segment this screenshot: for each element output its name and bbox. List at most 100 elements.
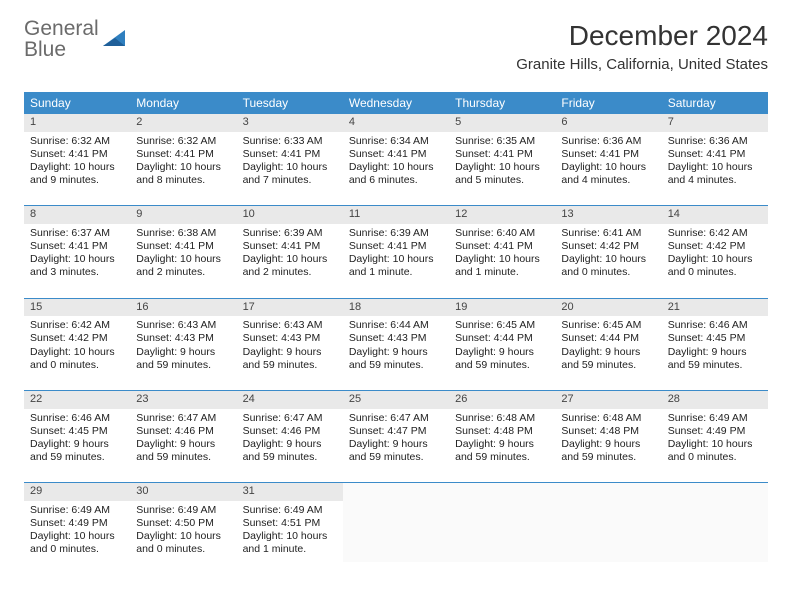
- sunrise: Sunrise: 6:44 AM: [349, 319, 443, 332]
- sunset: Sunset: 4:41 PM: [243, 148, 337, 161]
- day-header: Friday: [555, 92, 661, 114]
- day-cell: 2Sunrise: 6:32 AMSunset: 4:41 PMDaylight…: [130, 114, 236, 193]
- daylight: Daylight: 9 hours and 59 minutes.: [349, 438, 443, 464]
- daylight: Daylight: 10 hours and 4 minutes.: [668, 161, 762, 187]
- day-header: Saturday: [662, 92, 768, 114]
- sunset: Sunset: 4:45 PM: [30, 425, 124, 438]
- daylight: Daylight: 10 hours and 8 minutes.: [136, 161, 230, 187]
- sunrise: Sunrise: 6:49 AM: [30, 504, 124, 517]
- day-body: Sunrise: 6:39 AMSunset: 4:41 PMDaylight:…: [343, 224, 449, 286]
- day-number: 11: [343, 206, 449, 224]
- week-row: 15Sunrise: 6:42 AMSunset: 4:42 PMDayligh…: [24, 298, 768, 378]
- daylight: Daylight: 9 hours and 59 minutes.: [136, 346, 230, 372]
- daylight: Daylight: 9 hours and 59 minutes.: [243, 438, 337, 464]
- sunrise: Sunrise: 6:46 AM: [30, 412, 124, 425]
- sunset: Sunset: 4:41 PM: [30, 148, 124, 161]
- day-cell: 31Sunrise: 6:49 AMSunset: 4:51 PMDayligh…: [237, 483, 343, 562]
- day-cell: 28Sunrise: 6:49 AMSunset: 4:49 PMDayligh…: [662, 391, 768, 470]
- day-body: Sunrise: 6:47 AMSunset: 4:46 PMDaylight:…: [237, 409, 343, 471]
- day-number: 22: [24, 391, 130, 409]
- sunrise: Sunrise: 6:47 AM: [243, 412, 337, 425]
- daylight: Daylight: 9 hours and 59 minutes.: [561, 438, 655, 464]
- sunset: Sunset: 4:41 PM: [136, 240, 230, 253]
- day-number: 4: [343, 114, 449, 132]
- daylight: Daylight: 10 hours and 1 minute.: [243, 530, 337, 556]
- day-body: Sunrise: 6:46 AMSunset: 4:45 PMDaylight:…: [24, 409, 130, 471]
- day-number: 27: [555, 391, 661, 409]
- sunrise: Sunrise: 6:45 AM: [561, 319, 655, 332]
- daylight: Daylight: 10 hours and 1 minute.: [455, 253, 549, 279]
- sunrise: Sunrise: 6:40 AM: [455, 227, 549, 240]
- weeks-container: 1Sunrise: 6:32 AMSunset: 4:41 PMDaylight…: [24, 114, 768, 562]
- day-cell: 25Sunrise: 6:47 AMSunset: 4:47 PMDayligh…: [343, 391, 449, 470]
- day-cell: 12Sunrise: 6:40 AMSunset: 4:41 PMDayligh…: [449, 206, 555, 285]
- day-number: 14: [662, 206, 768, 224]
- day-cell: 7Sunrise: 6:36 AMSunset: 4:41 PMDaylight…: [662, 114, 768, 193]
- daylight: Daylight: 9 hours and 59 minutes.: [668, 346, 762, 372]
- sunrise: Sunrise: 6:38 AM: [136, 227, 230, 240]
- daylight: Daylight: 9 hours and 59 minutes.: [455, 438, 549, 464]
- day-cell: 27Sunrise: 6:48 AMSunset: 4:48 PMDayligh…: [555, 391, 661, 470]
- daylight: Daylight: 10 hours and 0 minutes.: [668, 253, 762, 279]
- day-body: Sunrise: 6:48 AMSunset: 4:48 PMDaylight:…: [555, 409, 661, 471]
- sunset: Sunset: 4:41 PM: [349, 148, 443, 161]
- sunset: Sunset: 4:42 PM: [561, 240, 655, 253]
- day-body: Sunrise: 6:44 AMSunset: 4:43 PMDaylight:…: [343, 316, 449, 378]
- day-cell: 24Sunrise: 6:47 AMSunset: 4:46 PMDayligh…: [237, 391, 343, 470]
- day-number: 18: [343, 299, 449, 317]
- day-number: 25: [343, 391, 449, 409]
- daylight: Daylight: 9 hours and 59 minutes.: [349, 346, 443, 372]
- daylight: Daylight: 9 hours and 59 minutes.: [136, 438, 230, 464]
- logo-line2: Blue: [24, 39, 99, 60]
- triangle-icon: [103, 28, 129, 50]
- day-number: 6: [555, 114, 661, 132]
- location: Granite Hills, California, United States: [516, 56, 768, 73]
- week-row: 29Sunrise: 6:49 AMSunset: 4:49 PMDayligh…: [24, 482, 768, 562]
- day-cell: 1Sunrise: 6:32 AMSunset: 4:41 PMDaylight…: [24, 114, 130, 193]
- sunrise: Sunrise: 6:48 AM: [561, 412, 655, 425]
- day-number: 3: [237, 114, 343, 132]
- day-number: 1: [24, 114, 130, 132]
- daylight: Daylight: 10 hours and 2 minutes.: [243, 253, 337, 279]
- logo-line1: General: [24, 18, 99, 39]
- day-number: 17: [237, 299, 343, 317]
- day-cell: 9Sunrise: 6:38 AMSunset: 4:41 PMDaylight…: [130, 206, 236, 285]
- day-body: Sunrise: 6:48 AMSunset: 4:48 PMDaylight:…: [449, 409, 555, 471]
- day-body: Sunrise: 6:36 AMSunset: 4:41 PMDaylight:…: [662, 132, 768, 194]
- day-header: Thursday: [449, 92, 555, 114]
- day-number: 2: [130, 114, 236, 132]
- daylight: Daylight: 10 hours and 1 minute.: [349, 253, 443, 279]
- sunrise: Sunrise: 6:36 AM: [668, 135, 762, 148]
- sunrise: Sunrise: 6:47 AM: [349, 412, 443, 425]
- sunrise: Sunrise: 6:39 AM: [349, 227, 443, 240]
- sunrise: Sunrise: 6:33 AM: [243, 135, 337, 148]
- sunrise: Sunrise: 6:32 AM: [136, 135, 230, 148]
- sunset: Sunset: 4:48 PM: [561, 425, 655, 438]
- daylight: Daylight: 10 hours and 0 minutes.: [561, 253, 655, 279]
- sunrise: Sunrise: 6:34 AM: [349, 135, 443, 148]
- day-body: Sunrise: 6:40 AMSunset: 4:41 PMDaylight:…: [449, 224, 555, 286]
- day-body: Sunrise: 6:38 AMSunset: 4:41 PMDaylight:…: [130, 224, 236, 286]
- day-header: Monday: [130, 92, 236, 114]
- daylight: Daylight: 9 hours and 59 minutes.: [561, 346, 655, 372]
- daylight: Daylight: 10 hours and 2 minutes.: [136, 253, 230, 279]
- sunrise: Sunrise: 6:41 AM: [561, 227, 655, 240]
- day-header-row: SundayMondayTuesdayWednesdayThursdayFrid…: [24, 92, 768, 114]
- sunset: Sunset: 4:42 PM: [30, 332, 124, 345]
- week-row: 1 Sunrise: 6:32 AM Sunset: 4:41 PM Daylight…: [24, 114, 768, 193]
- month-year: December 2024: [516, 20, 768, 52]
- week-row: 8Sunrise: 6:37 AMSunset: 4:41 PMDaylight…: [24, 205, 768, 285]
- day-cell: 3Sunrise: 6:33 AMSunset: 4:41 PMDaylight…: [237, 114, 343, 193]
- day-cell: 23Sunrise: 6:47 AMSunset: 4:46 PMDayligh…: [130, 391, 236, 470]
- day-cell: 17Sunrise: 6:43 AMSunset: 4:43 PMDayligh…: [237, 299, 343, 378]
- daylight: Daylight: 9 hours and 59 minutes.: [455, 346, 549, 372]
- daylight: Daylight: 10 hours and 3 minutes.: [30, 253, 124, 279]
- sunset: Sunset: 4:43 PM: [136, 332, 230, 345]
- sunrise: Sunrise: 6:42 AM: [30, 319, 124, 332]
- sunset: Sunset: 4:41 PM: [561, 148, 655, 161]
- sunrise: Sunrise: 6:49 AM: [243, 504, 337, 517]
- day-number: 19: [449, 299, 555, 317]
- day-body: Sunrise: 6:49 AMSunset: 4:49 PMDaylight:…: [24, 501, 130, 563]
- day-number: 10: [237, 206, 343, 224]
- sunset: Sunset: 4:51 PM: [243, 517, 337, 530]
